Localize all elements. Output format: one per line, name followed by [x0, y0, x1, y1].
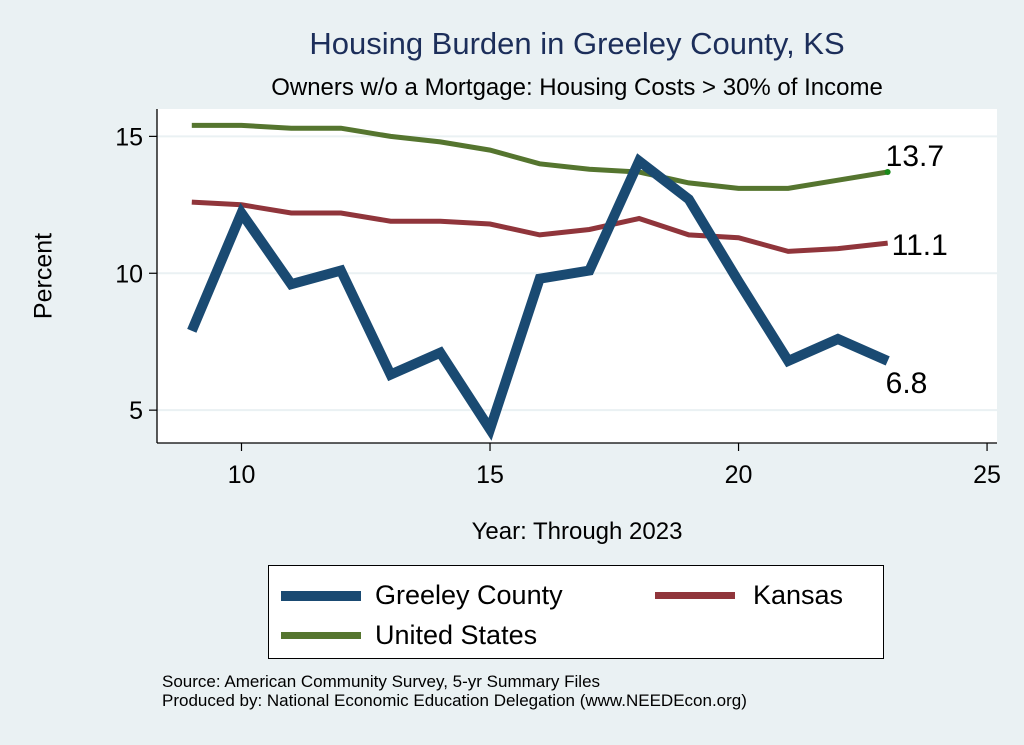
- legend-swatch-kansas: [655, 592, 735, 599]
- y-tick-label: 15: [115, 123, 143, 151]
- x-tick-label: 25: [973, 461, 1001, 489]
- chart-subtitle: Owners w/o a Mortgage: Housing Costs > 3…: [271, 74, 883, 101]
- legend-label: Greeley County: [375, 580, 563, 610]
- legend-label: Kansas: [753, 580, 844, 610]
- y-tick-label: 10: [115, 260, 143, 288]
- x-tick-label: 10: [228, 461, 256, 489]
- producer-line: Produced by: National Economic Education…: [162, 691, 747, 710]
- end-label-greeley-county: 6.8: [886, 367, 928, 400]
- legend-swatch-united-states: [281, 632, 361, 639]
- axes: 5 10 15 10 15 20 25: [115, 109, 1001, 489]
- legend-item-greeley-county: Greeley County: [281, 580, 563, 611]
- x-tick-label: 20: [725, 461, 753, 489]
- y-tick-label: 5: [129, 397, 143, 425]
- x-tick-label: 15: [476, 461, 504, 489]
- series-lines: [187, 122, 891, 441]
- chart-title: Housing Burden in Greeley County, KS: [309, 26, 845, 61]
- x-axis-label: Year: Through 2023: [471, 518, 683, 545]
- legend-swatch-greeley-county: [281, 590, 361, 601]
- legend-item-united-states: United States: [281, 620, 537, 651]
- endpoint-marker-united-states: [884, 168, 891, 175]
- end-label-united-states: 13.7: [886, 140, 944, 173]
- legend-item-kansas: Kansas: [655, 580, 843, 611]
- end-labels: 6.8 11.1 13.7: [886, 140, 948, 400]
- legend-label: United States: [375, 620, 538, 650]
- source-line: Source: American Community Survey, 5-yr …: [162, 672, 601, 691]
- source-note: Source: American Community Survey, 5-yr …: [162, 672, 747, 710]
- y-axis-label: Percent: [29, 232, 58, 320]
- legend: Greeley County Kansas United States: [268, 565, 884, 659]
- end-label-kansas: 11.1: [892, 229, 948, 262]
